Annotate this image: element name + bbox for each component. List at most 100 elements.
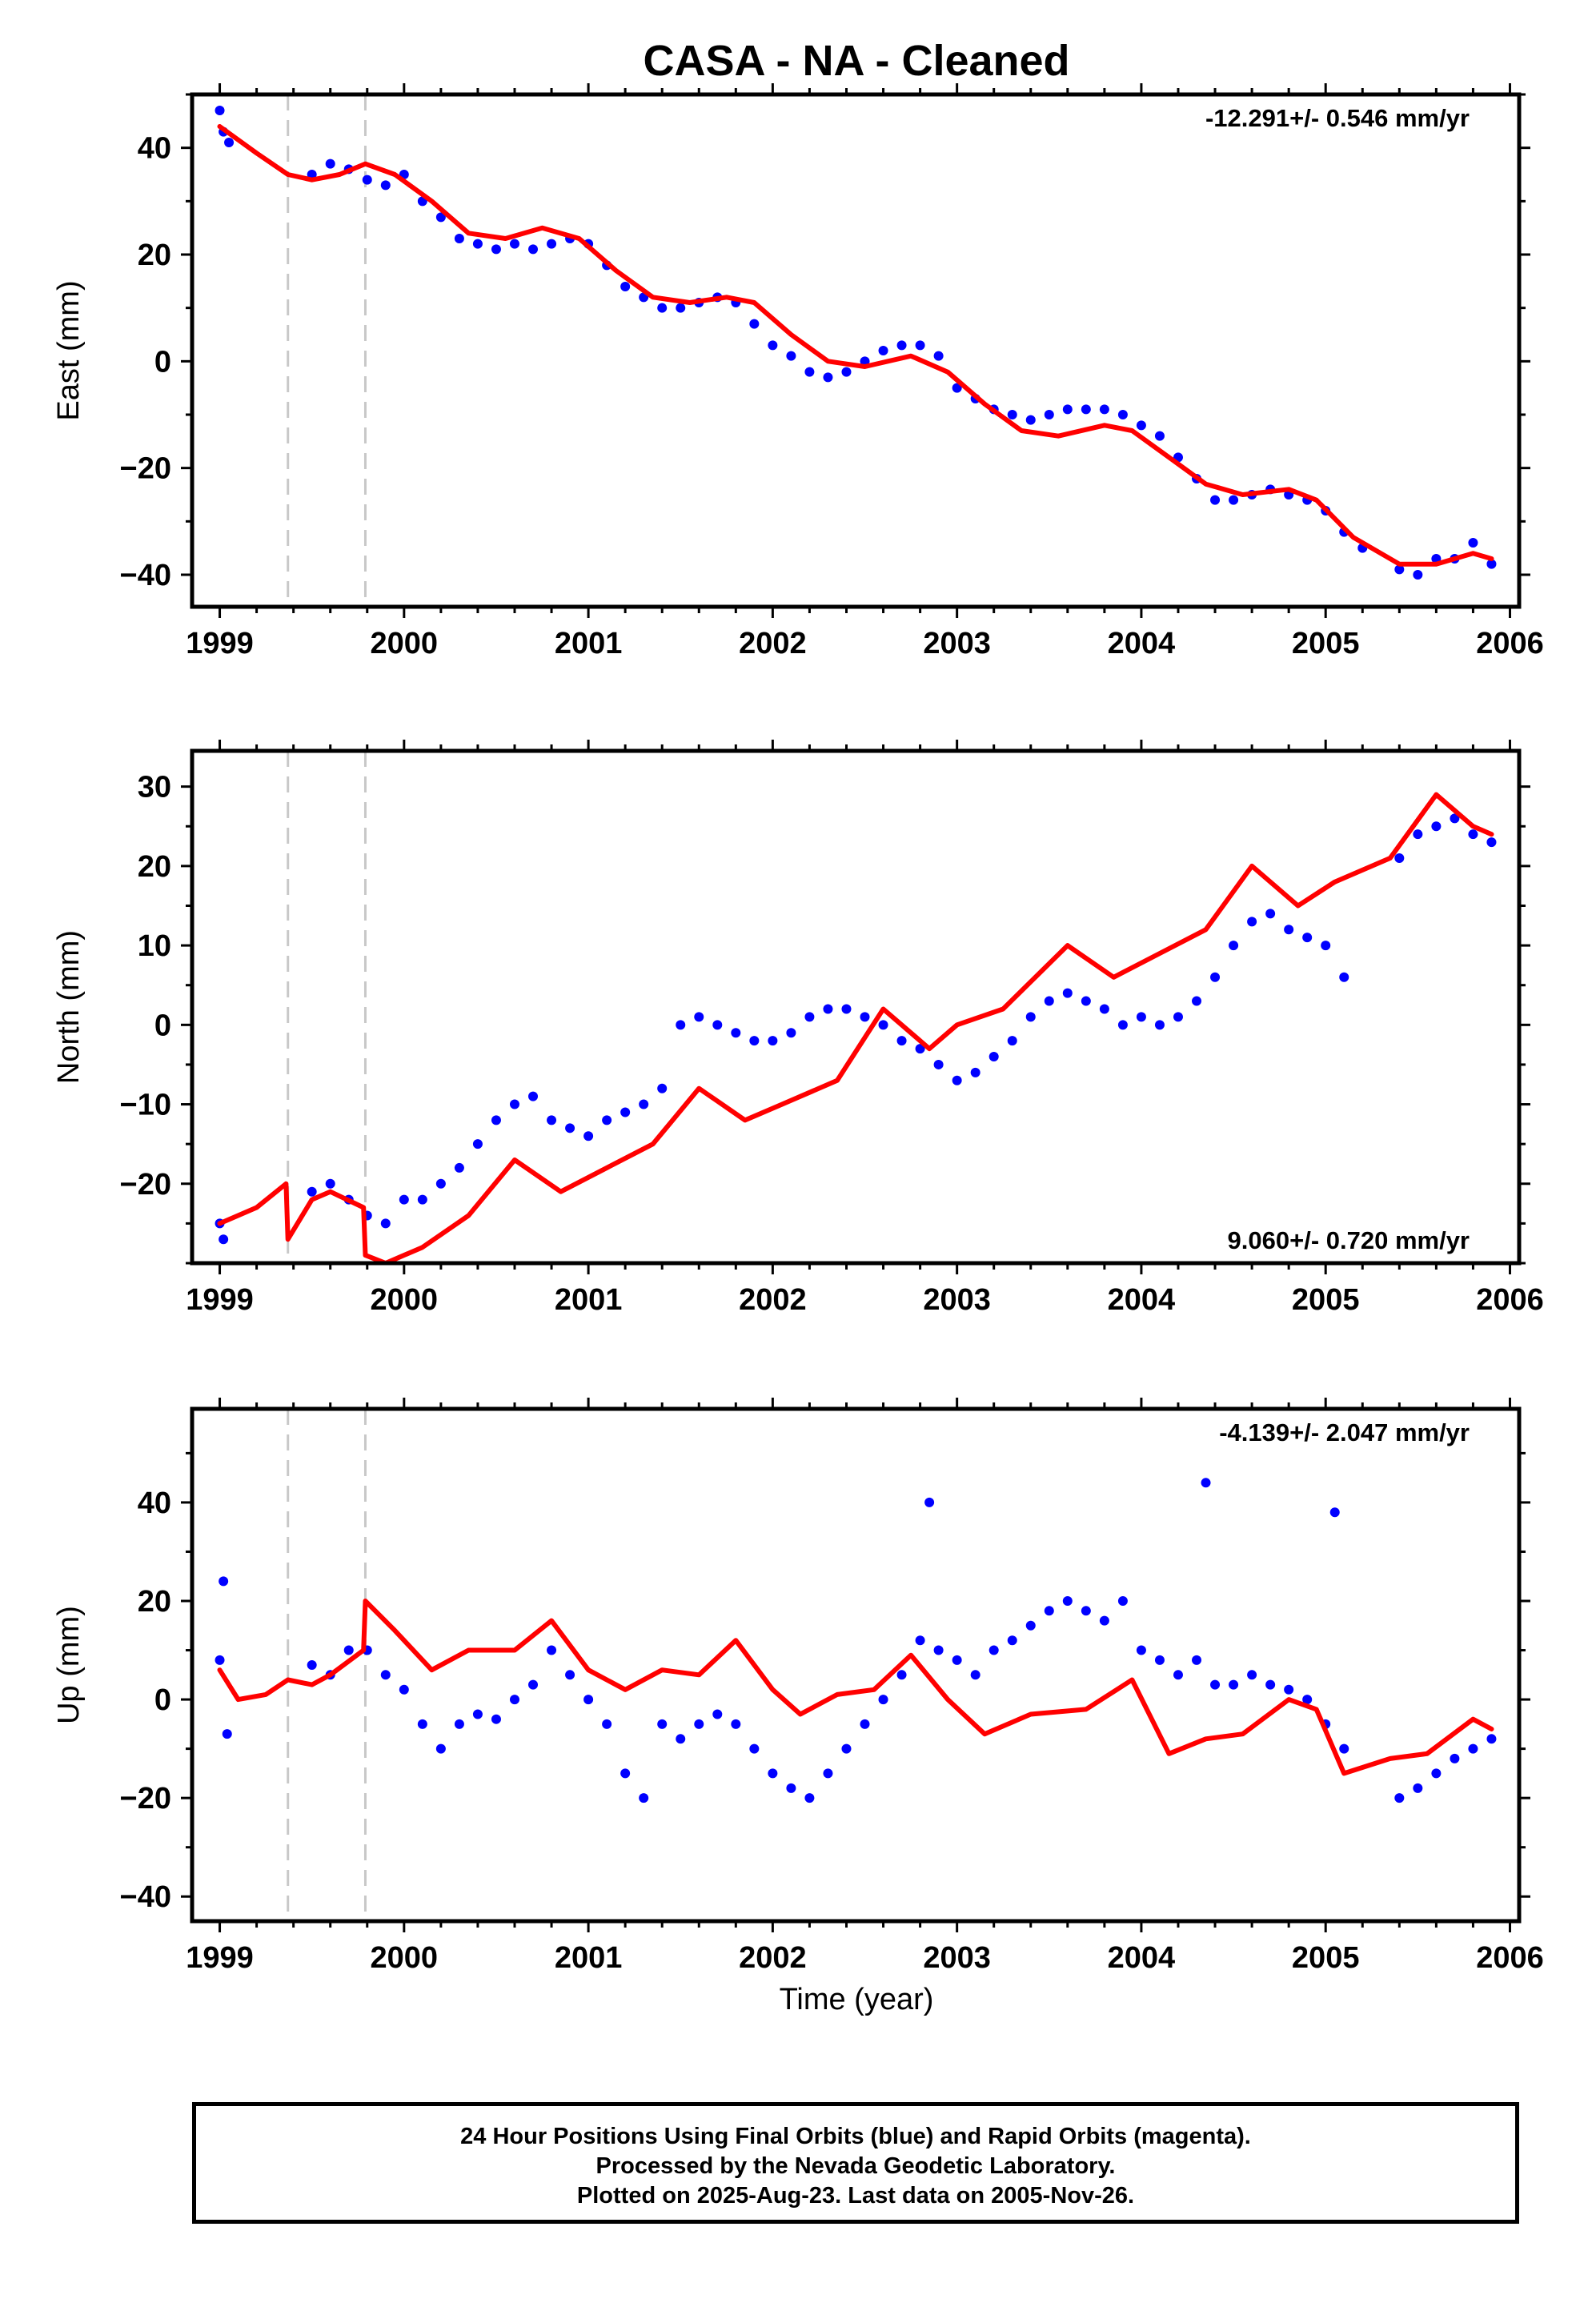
x-tick-label: 2000 bbox=[371, 1283, 439, 1317]
data-point bbox=[749, 1743, 760, 1754]
rate-annotation: -4.139+/- 2.047 mm/yr bbox=[1219, 1418, 1470, 1446]
data-point bbox=[1192, 996, 1202, 1006]
data-point bbox=[731, 1719, 741, 1729]
data-point bbox=[380, 180, 391, 191]
data-point bbox=[1136, 1645, 1146, 1655]
caption-line-3: Plotted on 2025-Aug-23. Last data on 200… bbox=[576, 2183, 1135, 2209]
data-point bbox=[804, 367, 815, 377]
data-point bbox=[472, 1709, 483, 1719]
data-point bbox=[325, 158, 335, 169]
data-point bbox=[988, 1645, 999, 1655]
chart-panel-3: 1999 2000 2001 2002 2003 2004 2005 2006 −40 −20 0 2… bbox=[52, 1398, 1544, 1975]
data-point bbox=[970, 1670, 980, 1680]
y-tick-label: −40 bbox=[120, 1880, 171, 1914]
rate-annotation: 9.060+/- 0.720 mm/yr bbox=[1228, 1226, 1470, 1254]
data-point bbox=[1173, 1670, 1183, 1680]
plot-frame bbox=[190, 748, 1522, 1266]
data-point bbox=[915, 340, 925, 351]
x-tick-label: 2005 bbox=[1292, 1941, 1360, 1975]
data-point bbox=[222, 1729, 232, 1739]
data-point bbox=[1302, 933, 1313, 943]
data-point bbox=[933, 1645, 944, 1655]
data-point bbox=[924, 1497, 935, 1507]
x-tick-label: 2005 bbox=[1292, 627, 1360, 660]
y-tick-label: 0 bbox=[154, 345, 171, 379]
data-point bbox=[896, 1036, 907, 1046]
x-tick-label: 2003 bbox=[923, 627, 991, 660]
y-tick-label: 40 bbox=[138, 1486, 171, 1520]
data-point bbox=[1192, 1655, 1202, 1665]
x-tick-label: 1999 bbox=[186, 1283, 254, 1317]
data-point bbox=[1413, 1783, 1423, 1793]
y-tick-label: 0 bbox=[154, 1009, 171, 1042]
data-point bbox=[224, 138, 235, 147]
data-point bbox=[933, 1059, 944, 1069]
plot-frame bbox=[190, 1406, 1522, 1924]
caption-line-1: 24 Hour Positions Using Final Orbits (bl… bbox=[460, 2124, 1251, 2149]
data-point bbox=[657, 1719, 668, 1729]
data-point bbox=[435, 212, 446, 223]
data-point bbox=[528, 244, 539, 255]
x-tick-label: 2004 bbox=[1108, 1283, 1176, 1317]
chart-panel-2: 1999 2000 2001 2002 2003 2004 2005 2006 −20 −10 0 1… bbox=[52, 740, 1544, 1317]
data-point bbox=[417, 1719, 427, 1729]
data-point bbox=[676, 1020, 686, 1030]
data-point bbox=[1099, 1615, 1109, 1626]
data-point bbox=[602, 1115, 612, 1125]
data-point bbox=[583, 1695, 594, 1705]
data-point bbox=[1117, 410, 1128, 419]
data-point bbox=[768, 340, 778, 351]
x-tick-label: 2001 bbox=[555, 1283, 623, 1317]
y-tick-label: −20 bbox=[120, 1782, 171, 1815]
data-point bbox=[952, 1655, 962, 1665]
data-point bbox=[491, 244, 501, 255]
data-point bbox=[786, 351, 796, 361]
data-point bbox=[952, 383, 962, 393]
data-point bbox=[1413, 570, 1423, 580]
data-point bbox=[841, 367, 852, 377]
chart-panel-1: 1999 2000 2001 2002 2003 2004 2005 2006 −40 −20 0 2… bbox=[52, 83, 1544, 660]
data-point bbox=[639, 1099, 649, 1109]
y-tick-label: 20 bbox=[138, 1585, 171, 1619]
data-point bbox=[1329, 1507, 1340, 1518]
data-point bbox=[417, 1194, 427, 1205]
data-point bbox=[933, 351, 944, 361]
data-point bbox=[454, 234, 464, 243]
data-point bbox=[307, 1186, 317, 1197]
data-point bbox=[325, 1178, 335, 1189]
data-point bbox=[1339, 972, 1349, 982]
data-point bbox=[435, 1178, 446, 1189]
x-tick-label: 2001 bbox=[555, 627, 623, 660]
data-point bbox=[1025, 415, 1036, 425]
data-point bbox=[1229, 941, 1239, 951]
data-point bbox=[1062, 1596, 1073, 1606]
data-point bbox=[1394, 564, 1405, 575]
y-axis-label: East (mm) bbox=[52, 280, 86, 420]
data-point bbox=[435, 1743, 446, 1754]
model-line bbox=[217, 124, 1494, 567]
data-point bbox=[1486, 837, 1497, 848]
x-tick-label: 1999 bbox=[186, 627, 254, 660]
data-point bbox=[472, 1139, 483, 1149]
data-point bbox=[219, 1234, 229, 1245]
data-point bbox=[896, 340, 907, 351]
data-point bbox=[1486, 1734, 1497, 1744]
data-point bbox=[1339, 1743, 1349, 1754]
data-point bbox=[528, 1091, 539, 1101]
data-point bbox=[988, 1052, 999, 1062]
data-point bbox=[1210, 972, 1221, 982]
data-point bbox=[1210, 1679, 1221, 1690]
data-point bbox=[823, 1004, 833, 1014]
data-point bbox=[620, 282, 631, 291]
data-point bbox=[731, 1028, 741, 1038]
data-point bbox=[1284, 1684, 1294, 1695]
plot-area bbox=[215, 1409, 1497, 1921]
data-point bbox=[1025, 1620, 1036, 1631]
x-tick-label: 2001 bbox=[555, 1941, 623, 1975]
data-point bbox=[602, 1719, 612, 1729]
data-point bbox=[878, 1695, 888, 1705]
y-tick-label: −20 bbox=[120, 452, 171, 486]
data-point bbox=[215, 106, 225, 115]
data-point bbox=[1007, 1036, 1017, 1046]
